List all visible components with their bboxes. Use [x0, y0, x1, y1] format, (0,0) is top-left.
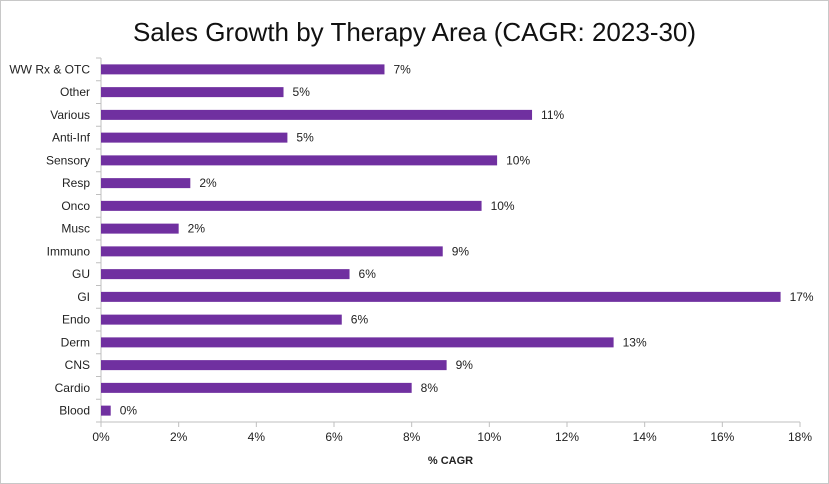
y-category-label: Blood — [59, 404, 90, 418]
bar — [101, 64, 385, 75]
bar — [101, 314, 342, 325]
data-label: 17% — [790, 290, 814, 304]
y-category-label: GI — [77, 290, 90, 304]
y-category-label: Sensory — [46, 153, 90, 167]
x-tick-label: 4% — [248, 430, 266, 444]
y-category-label: Anti-Inf — [52, 131, 91, 145]
y-category-label: Various — [50, 108, 90, 122]
x-tick-label: 10% — [477, 430, 501, 444]
data-label: 10% — [491, 199, 515, 213]
x-tick-label: 6% — [325, 430, 343, 444]
data-label: 5% — [296, 131, 314, 145]
bar — [101, 291, 781, 302]
bar — [101, 405, 111, 416]
x-axis-title: % CAGR — [428, 455, 473, 467]
x-tick-label: 2% — [170, 430, 188, 444]
data-label: 6% — [359, 267, 377, 281]
x-tick-label: 8% — [403, 430, 421, 444]
bar — [101, 246, 443, 257]
y-category-label: Other — [60, 85, 90, 99]
x-tick-label: 12% — [555, 430, 579, 444]
y-category-label: CNS — [65, 358, 90, 372]
bar — [101, 382, 412, 393]
y-category-label: Cardio — [55, 381, 91, 395]
data-label: 0% — [120, 404, 138, 418]
y-category-label: Immuno — [47, 244, 91, 258]
bar — [101, 132, 288, 143]
x-tick-label: 14% — [633, 430, 657, 444]
x-tick-label: 16% — [710, 430, 734, 444]
bar — [101, 337, 614, 348]
data-label: 9% — [456, 358, 474, 372]
data-label: 2% — [188, 222, 206, 236]
bar — [101, 109, 533, 120]
data-label: 10% — [506, 153, 530, 167]
y-category-label: Resp — [62, 176, 90, 190]
data-label: 11% — [541, 108, 564, 122]
bar — [101, 223, 179, 234]
y-category-label: WW Rx & OTC — [9, 62, 90, 76]
x-tick-label: 18% — [788, 430, 812, 444]
data-label: 9% — [452, 244, 470, 258]
data-label: 5% — [293, 85, 311, 99]
data-label: 7% — [393, 62, 411, 76]
y-category-label: Endo — [62, 313, 90, 327]
data-label: 8% — [421, 381, 439, 395]
data-label: 2% — [199, 176, 217, 190]
data-label: 13% — [623, 335, 647, 349]
y-category-label: Onco — [61, 199, 90, 213]
bar — [101, 269, 350, 280]
bar — [101, 360, 447, 371]
y-category-label: Derm — [61, 335, 90, 349]
data-label: 6% — [351, 313, 369, 327]
y-category-label: Musc — [61, 222, 90, 236]
y-category-label: GU — [72, 267, 90, 281]
bar — [101, 200, 482, 211]
bar — [101, 178, 191, 189]
chart-title: Sales Growth by Therapy Area (CAGR: 2023… — [132, 17, 697, 47]
bar — [101, 155, 498, 166]
bar — [101, 87, 284, 98]
x-tick-label: 0% — [92, 430, 110, 444]
